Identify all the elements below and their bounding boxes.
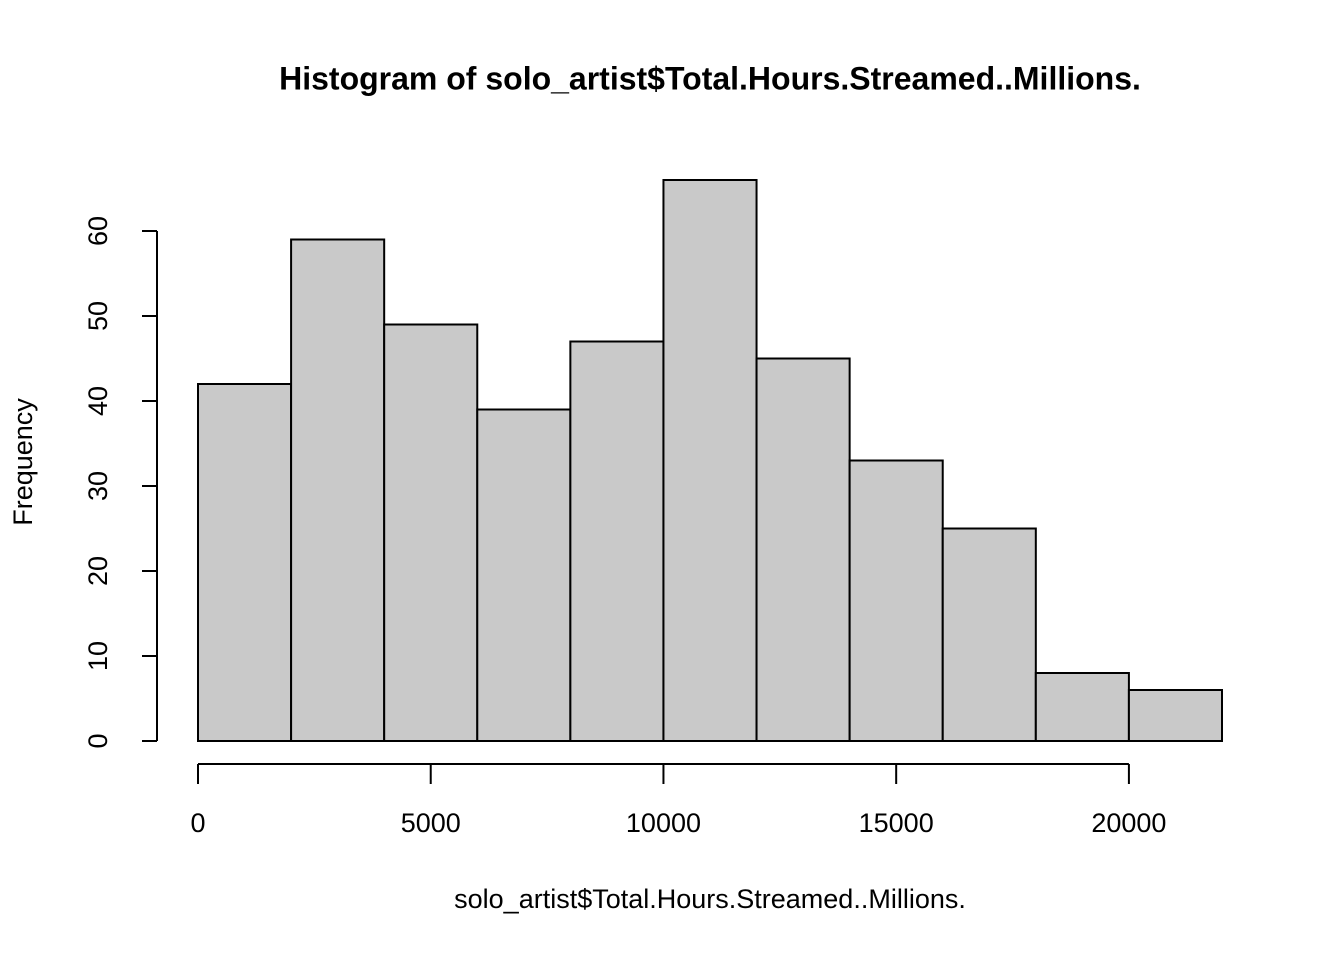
x-tick-label: 0 — [190, 808, 205, 838]
bar — [1034, 672, 1130, 742]
bar — [197, 383, 293, 742]
x-tick-label: 5000 — [401, 808, 461, 838]
y-tick-label: 60 — [83, 216, 113, 246]
bar — [848, 459, 944, 742]
x-tick-label: 10000 — [626, 808, 701, 838]
bar — [755, 357, 851, 742]
bar — [662, 179, 758, 742]
bar — [1127, 689, 1223, 742]
y-tick-label: 40 — [83, 386, 113, 416]
chart-title: Histogram of solo_artist$Total.Hours.Str… — [279, 60, 1141, 96]
y-tick-label: 50 — [83, 301, 113, 331]
y-tick-label: 10 — [83, 641, 113, 671]
bar — [941, 527, 1037, 742]
y-tick-label: 0 — [83, 733, 113, 748]
y-tick-label: 30 — [83, 471, 113, 501]
x-tick-label: 20000 — [1091, 808, 1166, 838]
y-axis-label: Frequency — [8, 398, 38, 526]
x-axis-label: solo_artist$Total.Hours.Streamed..Millio… — [454, 884, 966, 914]
x-tick-label: 15000 — [859, 808, 934, 838]
bar — [383, 323, 479, 742]
bar — [290, 238, 386, 742]
bar — [476, 408, 572, 742]
y-tick-label: 20 — [83, 556, 113, 586]
bar — [569, 340, 665, 742]
